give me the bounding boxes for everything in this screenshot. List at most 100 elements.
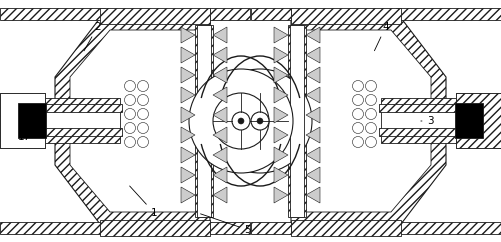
Circle shape: [125, 136, 135, 148]
Circle shape: [238, 118, 244, 124]
Circle shape: [125, 94, 135, 106]
Text: 5: 5: [200, 214, 252, 235]
Polygon shape: [306, 27, 320, 43]
Bar: [100, 220, 210, 236]
Text: 1: 1: [130, 186, 158, 218]
Polygon shape: [213, 167, 227, 183]
Polygon shape: [301, 30, 431, 212]
Polygon shape: [213, 87, 227, 103]
Polygon shape: [274, 147, 288, 163]
Bar: [0, 8, 105, 20]
Circle shape: [353, 94, 364, 106]
Circle shape: [366, 136, 376, 148]
Circle shape: [137, 94, 148, 106]
Circle shape: [353, 81, 364, 91]
Circle shape: [137, 81, 148, 91]
Polygon shape: [213, 27, 227, 43]
Text: 17: 17: [18, 127, 36, 142]
Polygon shape: [291, 18, 446, 224]
Bar: [0, 133, 120, 143]
Polygon shape: [181, 27, 195, 43]
Circle shape: [125, 81, 135, 91]
Bar: [100, 8, 210, 24]
Polygon shape: [181, 127, 195, 143]
Bar: [42, 104, 122, 112]
Polygon shape: [181, 147, 195, 163]
Circle shape: [213, 93, 269, 149]
Circle shape: [366, 122, 376, 134]
Bar: [197, 25, 211, 217]
Polygon shape: [274, 27, 288, 43]
Circle shape: [125, 108, 135, 120]
Bar: [456, 93, 501, 148]
Polygon shape: [306, 87, 320, 103]
Bar: [0, 98, 120, 108]
Bar: [288, 25, 306, 217]
Bar: [251, 222, 291, 234]
Bar: [456, 93, 501, 148]
Bar: [396, 222, 501, 234]
Circle shape: [257, 118, 263, 124]
Bar: [210, 222, 250, 234]
Bar: [0, 108, 120, 133]
Bar: [379, 128, 459, 136]
Circle shape: [232, 93, 288, 149]
Polygon shape: [274, 67, 288, 83]
Bar: [455, 103, 483, 138]
Circle shape: [208, 69, 312, 173]
Bar: [18, 103, 46, 138]
Bar: [381, 98, 501, 108]
Circle shape: [353, 122, 364, 134]
Polygon shape: [181, 187, 195, 203]
Polygon shape: [181, 47, 195, 63]
Polygon shape: [213, 47, 227, 63]
Polygon shape: [306, 167, 320, 183]
Polygon shape: [274, 107, 288, 123]
Polygon shape: [274, 47, 288, 63]
Bar: [396, 8, 501, 20]
Bar: [291, 8, 401, 24]
Polygon shape: [181, 67, 195, 83]
Circle shape: [137, 122, 148, 134]
Circle shape: [137, 136, 148, 148]
Bar: [381, 133, 501, 143]
Polygon shape: [55, 18, 210, 224]
Circle shape: [232, 112, 250, 130]
Text: 4: 4: [374, 22, 389, 51]
Polygon shape: [274, 167, 288, 183]
Polygon shape: [213, 107, 227, 123]
Polygon shape: [213, 127, 227, 143]
Bar: [42, 128, 122, 136]
Circle shape: [366, 81, 376, 91]
Bar: [210, 8, 250, 20]
Polygon shape: [213, 187, 227, 203]
Bar: [381, 108, 501, 133]
Polygon shape: [70, 30, 200, 212]
Polygon shape: [306, 127, 320, 143]
Polygon shape: [213, 67, 227, 83]
Bar: [3, 96, 45, 145]
Bar: [0, 93, 45, 148]
Bar: [290, 25, 304, 217]
Polygon shape: [181, 87, 195, 103]
Bar: [251, 8, 291, 20]
Circle shape: [137, 108, 148, 120]
Circle shape: [125, 122, 135, 134]
Polygon shape: [306, 47, 320, 63]
Bar: [0, 93, 45, 148]
Polygon shape: [306, 187, 320, 203]
Polygon shape: [181, 107, 195, 123]
Circle shape: [366, 94, 376, 106]
Polygon shape: [274, 87, 288, 103]
Circle shape: [189, 69, 293, 173]
Bar: [0, 222, 105, 234]
Polygon shape: [306, 67, 320, 83]
Circle shape: [251, 112, 269, 130]
Bar: [291, 220, 401, 236]
Circle shape: [353, 108, 364, 120]
Polygon shape: [181, 167, 195, 183]
Text: 3: 3: [421, 116, 434, 126]
Polygon shape: [274, 187, 288, 203]
Circle shape: [366, 108, 376, 120]
Bar: [379, 104, 459, 112]
